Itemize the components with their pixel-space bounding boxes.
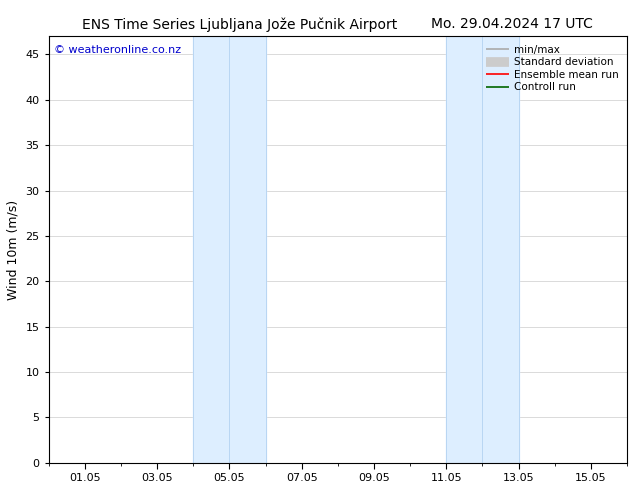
Text: Mo. 29.04.2024 17 UTC: Mo. 29.04.2024 17 UTC (431, 17, 593, 31)
Bar (446, 36, 519, 463)
Text: © weatheronline.co.nz: © weatheronline.co.nz (55, 45, 181, 55)
Y-axis label: Wind 10m (m/s): Wind 10m (m/s) (7, 199, 20, 299)
Bar (193, 36, 266, 463)
Text: ENS Time Series Ljubljana Jože Pučnik Airport: ENS Time Series Ljubljana Jože Pučnik Ai… (82, 17, 398, 32)
Legend: min/max, Standard deviation, Ensemble mean run, Controll run: min/max, Standard deviation, Ensemble me… (482, 42, 622, 96)
